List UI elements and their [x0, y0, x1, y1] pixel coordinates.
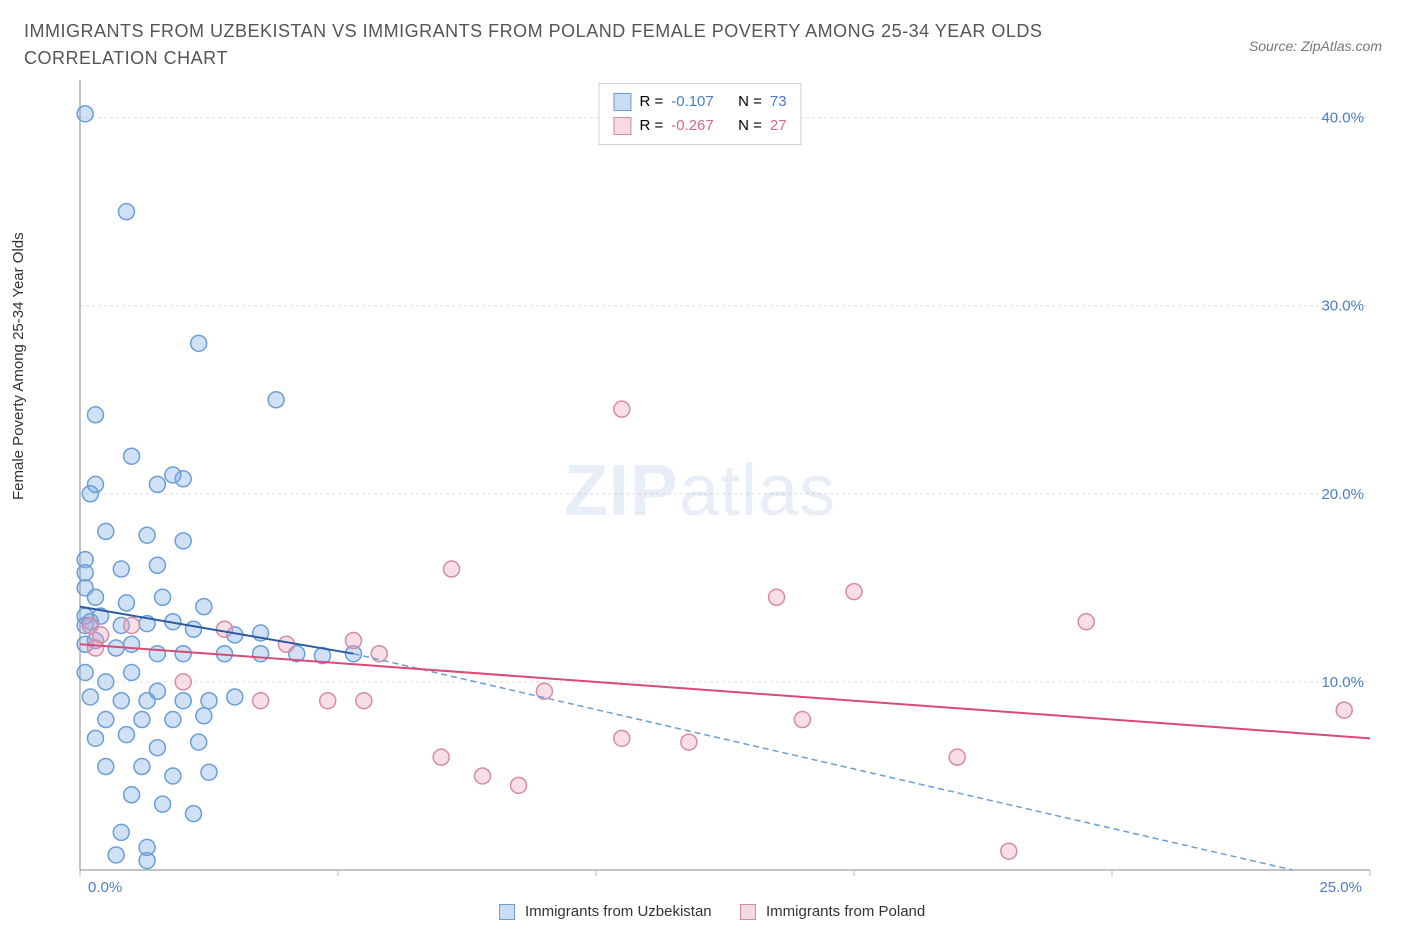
r-value-1: -0.107: [671, 90, 714, 114]
r-value-2: -0.267: [671, 114, 714, 138]
y-axis-label: Female Poverty Among 25-34 Year Olds: [10, 232, 27, 500]
title-row: IMMIGRANTS FROM UZBEKISTAN VS IMMIGRANTS…: [24, 18, 1382, 72]
series-legend: Immigrants from Uzbekistan Immigrants fr…: [20, 903, 1380, 920]
swatch-poland: [613, 117, 631, 135]
legend-label-uzbekistan: Immigrants from Uzbekistan: [525, 903, 712, 920]
svg-text:30.0%: 30.0%: [1321, 298, 1364, 315]
swatch-poland-bottom: [740, 904, 756, 920]
svg-text:40.0%: 40.0%: [1321, 110, 1364, 127]
svg-text:0.0%: 0.0%: [88, 879, 122, 896]
stats-row-2: R = -0.267 N = 27: [613, 114, 786, 138]
chart-container: IMMIGRANTS FROM UZBEKISTAN VS IMMIGRANTS…: [0, 0, 1406, 930]
source-attribution: Source: ZipAtlas.com: [1249, 38, 1382, 54]
n-label: N =: [738, 90, 762, 114]
n-value-1: 73: [770, 90, 787, 114]
legend-label-poland: Immigrants from Poland: [766, 903, 925, 920]
r-label: R =: [639, 90, 663, 114]
svg-text:20.0%: 20.0%: [1321, 486, 1364, 503]
n-value-2: 27: [770, 114, 787, 138]
svg-text:25.0%: 25.0%: [1319, 879, 1362, 896]
stats-row-1: R = -0.107 N = 73: [613, 90, 786, 114]
stats-legend-box: R = -0.107 N = 73 R = -0.267 N = 27: [598, 83, 801, 145]
scatter-chart-svg: 10.0% 20.0% 30.0% 40.0% 0.0% 25.0%: [20, 80, 1380, 920]
swatch-uzbekistan-bottom: [499, 904, 515, 920]
r-label: R =: [639, 114, 663, 138]
svg-text:10.0%: 10.0%: [1321, 674, 1364, 691]
chart-area: Female Poverty Among 25-34 Year Olds ZIP…: [20, 80, 1380, 920]
swatch-uzbekistan: [613, 93, 631, 111]
chart-title: IMMIGRANTS FROM UZBEKISTAN VS IMMIGRANTS…: [24, 18, 1124, 72]
n-label: N =: [738, 114, 762, 138]
